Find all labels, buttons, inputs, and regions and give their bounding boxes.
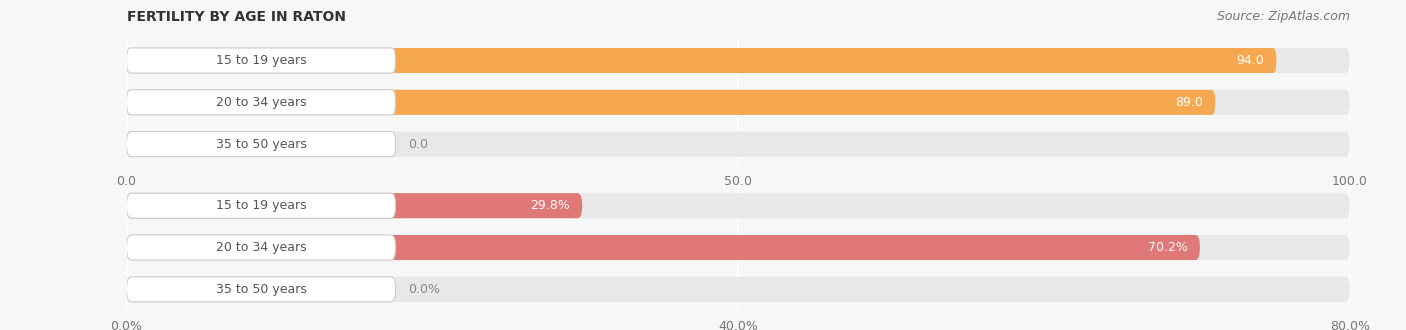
FancyBboxPatch shape xyxy=(127,48,395,73)
FancyBboxPatch shape xyxy=(127,193,395,218)
FancyBboxPatch shape xyxy=(127,90,1215,115)
FancyBboxPatch shape xyxy=(127,48,1350,73)
FancyBboxPatch shape xyxy=(127,235,1199,260)
FancyBboxPatch shape xyxy=(127,193,1350,218)
FancyBboxPatch shape xyxy=(127,90,395,115)
FancyBboxPatch shape xyxy=(127,277,395,302)
Text: 0.0%: 0.0% xyxy=(408,283,440,296)
Text: 89.0: 89.0 xyxy=(1175,96,1204,109)
Text: 35 to 50 years: 35 to 50 years xyxy=(215,283,307,296)
Text: 15 to 19 years: 15 to 19 years xyxy=(215,54,307,67)
FancyBboxPatch shape xyxy=(127,132,1350,157)
Text: 29.8%: 29.8% xyxy=(530,199,569,212)
Text: 94.0: 94.0 xyxy=(1236,54,1264,67)
FancyBboxPatch shape xyxy=(127,235,1350,260)
FancyBboxPatch shape xyxy=(127,193,582,218)
FancyBboxPatch shape xyxy=(127,235,395,260)
Text: 70.2%: 70.2% xyxy=(1147,241,1188,254)
FancyBboxPatch shape xyxy=(127,277,1350,302)
Text: 35 to 50 years: 35 to 50 years xyxy=(215,138,307,150)
Text: 15 to 19 years: 15 to 19 years xyxy=(215,199,307,212)
Text: Source: ZipAtlas.com: Source: ZipAtlas.com xyxy=(1216,10,1350,23)
Text: 20 to 34 years: 20 to 34 years xyxy=(215,241,307,254)
Text: 20 to 34 years: 20 to 34 years xyxy=(215,96,307,109)
Text: 0.0: 0.0 xyxy=(408,138,427,150)
FancyBboxPatch shape xyxy=(127,90,1350,115)
FancyBboxPatch shape xyxy=(127,48,1277,73)
FancyBboxPatch shape xyxy=(127,132,395,157)
Text: FERTILITY BY AGE IN RATON: FERTILITY BY AGE IN RATON xyxy=(127,10,346,24)
